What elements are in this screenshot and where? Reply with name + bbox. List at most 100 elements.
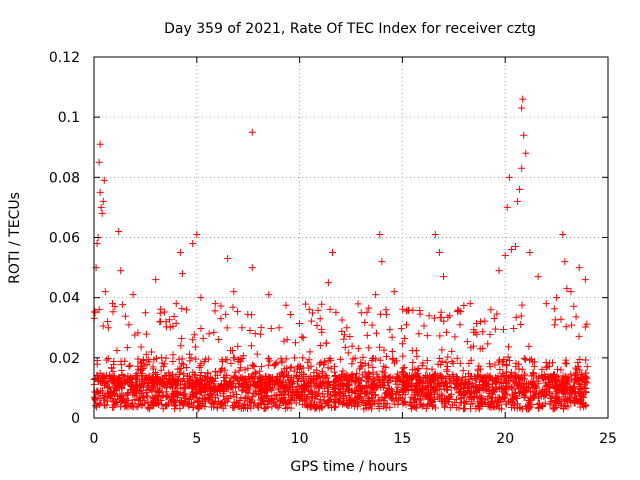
- data-point: [357, 382, 365, 390]
- data-point: [254, 403, 262, 411]
- data-point: [192, 355, 200, 363]
- data-point: [361, 368, 369, 376]
- data-point: [241, 395, 249, 403]
- data-point: [575, 379, 583, 387]
- data-point: [142, 350, 150, 358]
- data-point: [512, 363, 520, 371]
- data-point: [552, 404, 560, 412]
- data-point: [177, 389, 185, 397]
- data-point: [293, 378, 301, 386]
- data-point: [104, 355, 112, 363]
- data-point: [157, 305, 165, 313]
- data-point: [96, 140, 104, 148]
- data-point: [110, 358, 118, 366]
- data-point: [318, 369, 326, 377]
- data-point: [364, 361, 372, 369]
- data-point: [459, 367, 467, 375]
- data-point: [307, 317, 315, 325]
- data-point: [413, 398, 421, 406]
- data-point: [299, 364, 307, 372]
- data-point: [156, 318, 164, 326]
- data-point: [361, 318, 369, 326]
- data-point: [108, 394, 116, 402]
- data-point: [295, 383, 303, 391]
- data-point: [317, 325, 325, 333]
- data-point: [357, 390, 365, 398]
- data-point: [358, 398, 366, 406]
- data-point: [486, 363, 494, 371]
- data-point: [221, 373, 229, 381]
- data-point: [454, 306, 462, 314]
- data-point: [172, 300, 180, 308]
- data-point: [311, 405, 319, 413]
- data-point: [191, 343, 199, 351]
- data-point: [497, 383, 505, 391]
- data-point: [307, 362, 315, 370]
- data-point: [365, 373, 373, 381]
- data-point: [256, 367, 264, 375]
- data-point: [570, 371, 578, 379]
- data-point: [316, 360, 324, 368]
- data-point: [185, 350, 193, 358]
- data-point: [575, 332, 583, 340]
- data-point: [155, 386, 163, 394]
- data-point: [180, 370, 188, 378]
- data-point: [437, 374, 445, 382]
- data-point: [204, 393, 212, 401]
- data-point: [131, 396, 139, 404]
- data-point: [555, 399, 563, 407]
- data-point: [178, 334, 186, 342]
- data-point: [189, 336, 197, 344]
- data-point: [382, 306, 390, 314]
- data-point: [187, 399, 195, 407]
- data-point: [161, 360, 169, 368]
- data-point: [373, 384, 381, 392]
- data-point: [476, 365, 484, 373]
- data-point: [512, 313, 520, 321]
- data-point: [417, 400, 425, 408]
- data-point: [260, 397, 268, 405]
- data-point: [137, 390, 145, 398]
- data-point: [395, 389, 403, 397]
- data-point: [348, 360, 356, 368]
- data-point: [402, 382, 410, 390]
- data-point: [483, 372, 491, 380]
- data-point: [292, 399, 300, 407]
- data-point: [246, 327, 254, 335]
- data-point: [132, 374, 140, 382]
- data-point: [273, 402, 281, 410]
- data-point: [199, 334, 207, 342]
- data-point: [339, 395, 347, 403]
- data-point: [490, 388, 498, 396]
- data-point: [313, 366, 321, 374]
- data-point: [315, 383, 323, 391]
- data-point: [456, 321, 464, 329]
- data-point: [351, 354, 359, 362]
- data-point: [172, 380, 180, 388]
- data-point: [504, 343, 512, 351]
- data-point: [487, 306, 495, 314]
- data-point: [287, 404, 295, 412]
- data-point: [475, 362, 483, 370]
- data-point: [149, 363, 157, 371]
- data-point: [473, 319, 481, 327]
- data-point: [197, 384, 205, 392]
- data-point: [264, 361, 272, 369]
- data-point: [96, 188, 104, 196]
- data-point: [332, 375, 340, 383]
- data-point: [581, 384, 589, 392]
- data-point: [242, 384, 250, 392]
- data-point: [101, 393, 109, 401]
- data-point: [238, 324, 246, 332]
- data-point: [348, 401, 356, 409]
- data-point: [180, 361, 188, 369]
- data-point: [304, 387, 312, 395]
- data-point: [576, 403, 584, 411]
- data-point: [394, 373, 402, 381]
- data-point: [101, 288, 109, 296]
- data-point: [272, 377, 280, 385]
- data-point: [184, 382, 192, 390]
- data-point: [501, 252, 509, 260]
- data-point: [575, 264, 583, 272]
